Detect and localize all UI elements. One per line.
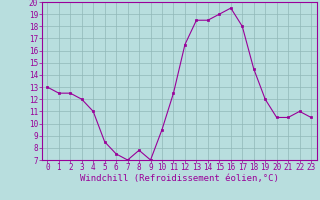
X-axis label: Windchill (Refroidissement éolien,°C): Windchill (Refroidissement éolien,°C) (80, 174, 279, 183)
